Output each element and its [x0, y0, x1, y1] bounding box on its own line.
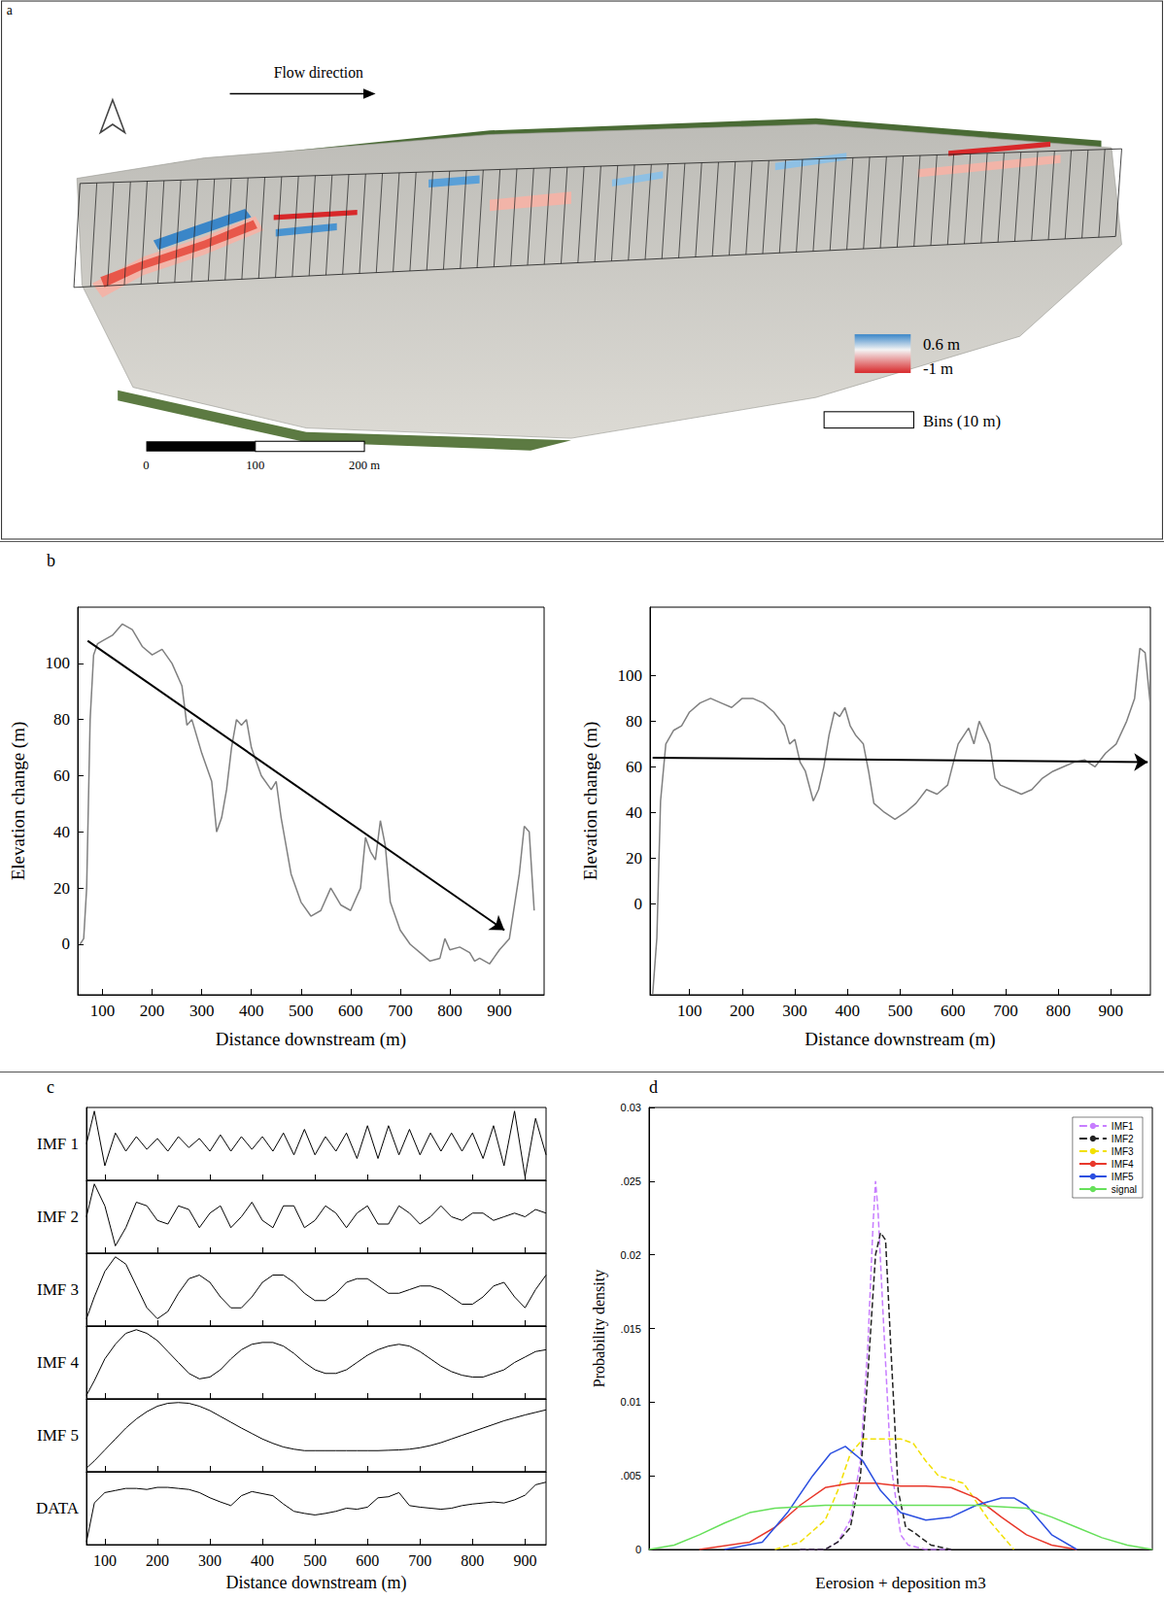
svg-text:500: 500 [288, 1001, 314, 1021]
svg-text:DATA: DATA [35, 1499, 80, 1518]
svg-text:0.03: 0.03 [620, 1101, 642, 1114]
svg-text:900: 900 [1098, 1001, 1125, 1021]
svg-text:40: 40 [53, 822, 70, 842]
svg-text:100: 100 [93, 1552, 117, 1570]
svg-text:800: 800 [1045, 1001, 1071, 1021]
svg-text:900: 900 [513, 1552, 537, 1570]
svg-text:a: a [6, 2, 13, 18]
svg-text:700: 700 [408, 1552, 432, 1570]
svg-text:IMF4: IMF4 [1111, 1159, 1134, 1170]
svg-text:Distance downstream (m): Distance downstream (m) [215, 1028, 407, 1051]
svg-text:Distance downstream (m): Distance downstream (m) [804, 1028, 995, 1051]
svg-text:Probability density: Probability density [590, 1269, 609, 1388]
svg-text:200 m: 200 m [348, 458, 380, 473]
svg-text:0: 0 [62, 934, 71, 954]
svg-text:0.01: 0.01 [620, 1396, 642, 1408]
svg-text:400: 400 [250, 1552, 274, 1570]
svg-text:600: 600 [940, 1001, 966, 1021]
svg-text:Flow direction: Flow direction [273, 64, 364, 81]
svg-text:100: 100 [677, 1001, 703, 1021]
html-text:c: c [46, 1077, 55, 1097]
svg-text:40: 40 [625, 803, 643, 822]
svg-text:500: 500 [888, 1001, 914, 1021]
svg-text:60: 60 [53, 766, 70, 786]
svg-text:Elevation change (m): Elevation change (m) [580, 721, 602, 882]
svg-text:100: 100 [617, 666, 644, 685]
svg-text:0.6 m: 0.6 m [923, 335, 960, 354]
svg-text:60: 60 [625, 757, 643, 777]
svg-text:900: 900 [486, 1001, 513, 1021]
svg-text:800: 800 [460, 1552, 484, 1570]
html-text:b: b [46, 550, 56, 571]
svg-text:IMF3: IMF3 [1111, 1146, 1134, 1158]
svg-text:100: 100 [45, 653, 71, 673]
svg-text:IMF 5: IMF 5 [36, 1426, 79, 1445]
svg-text:Bins (10 m): Bins (10 m) [923, 411, 1001, 431]
svg-text:400: 400 [835, 1001, 861, 1021]
svg-text:200: 200 [139, 1001, 166, 1021]
svg-text:.015: .015 [620, 1323, 642, 1336]
svg-text:IMF 4: IMF 4 [36, 1353, 79, 1372]
svg-text:.025: .025 [620, 1175, 642, 1188]
svg-text:0: 0 [635, 1543, 642, 1556]
svg-text:600: 600 [355, 1552, 379, 1570]
svg-text:0.02: 0.02 [620, 1249, 642, 1262]
svg-text:20: 20 [53, 879, 70, 898]
svg-text:800: 800 [437, 1001, 463, 1021]
html-text:d: d [649, 1077, 658, 1097]
svg-text:700: 700 [992, 1001, 1019, 1021]
svg-text:Eerosion + deposition m3: Eerosion + deposition m3 [815, 1574, 986, 1593]
svg-text:0: 0 [634, 894, 644, 914]
svg-text:100: 100 [90, 1001, 116, 1021]
svg-text:200: 200 [729, 1001, 755, 1021]
svg-text:200: 200 [145, 1552, 170, 1570]
svg-text:80: 80 [625, 712, 643, 731]
svg-text:IMF 3: IMF 3 [36, 1280, 79, 1300]
svg-text:300: 300 [782, 1001, 808, 1021]
svg-text:-1 m: -1 m [923, 359, 954, 378]
svg-text:700: 700 [387, 1001, 413, 1021]
svg-text:20: 20 [625, 849, 643, 868]
svg-text:0: 0 [142, 458, 149, 473]
svg-text:400: 400 [239, 1001, 265, 1021]
svg-text:Distance downstream (m): Distance downstream (m) [226, 1573, 408, 1594]
svg-text:80: 80 [53, 710, 70, 729]
svg-text:IMF5: IMF5 [1111, 1171, 1134, 1183]
svg-text:600: 600 [338, 1001, 364, 1021]
svg-text:IMF2: IMF2 [1111, 1133, 1134, 1145]
svg-text:500: 500 [303, 1552, 327, 1570]
svg-text:300: 300 [189, 1001, 215, 1021]
svg-text:IMF1: IMF1 [1111, 1121, 1134, 1132]
svg-text:IMF 2: IMF 2 [36, 1207, 79, 1227]
svg-text:IMF 1: IMF 1 [36, 1134, 79, 1154]
svg-text:.005: .005 [620, 1470, 642, 1482]
svg-text:signal: signal [1111, 1184, 1137, 1196]
svg-text:100: 100 [245, 458, 265, 473]
svg-text:Elevation change (m): Elevation change (m) [7, 721, 30, 882]
svg-text:300: 300 [198, 1552, 222, 1570]
